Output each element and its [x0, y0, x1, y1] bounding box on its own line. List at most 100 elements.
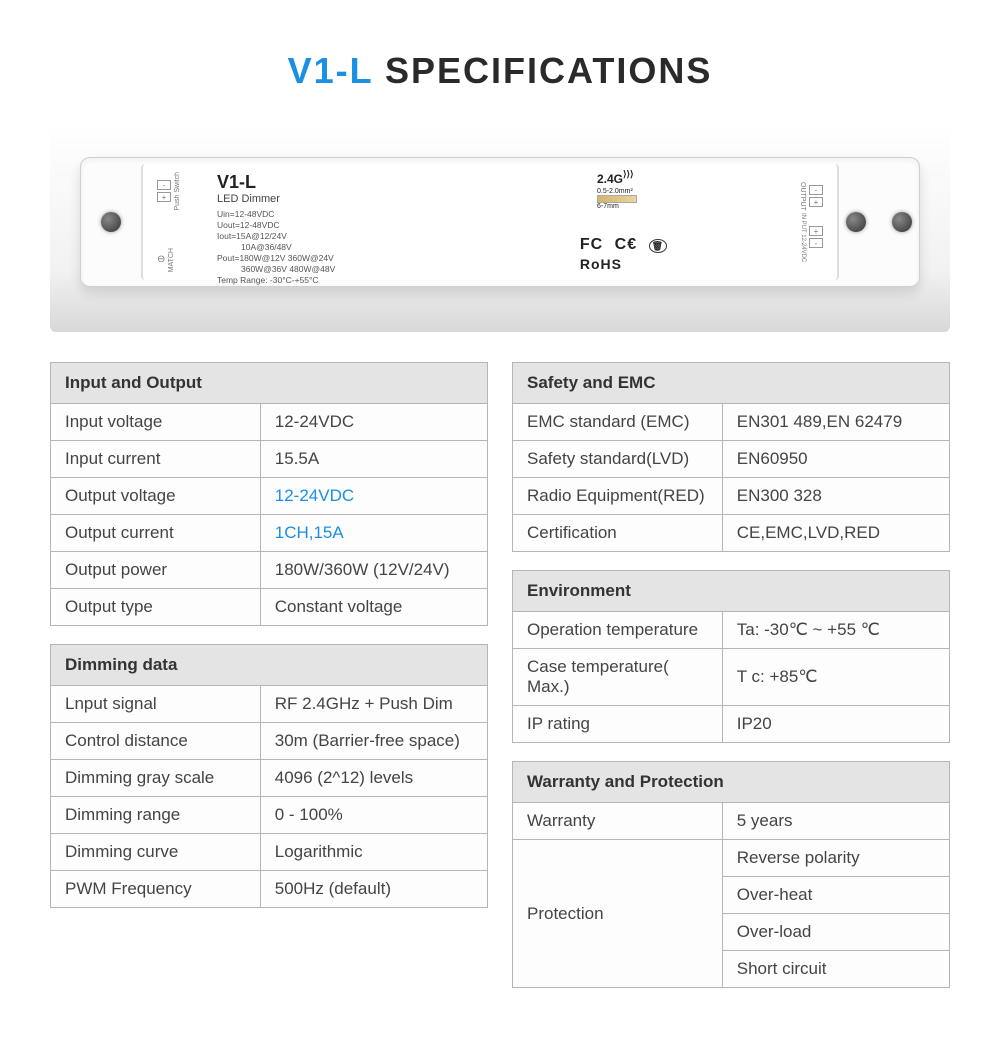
spec-key: Output current [51, 515, 261, 552]
page-title-wrap: V1-L SPECIFICATIONS [0, 0, 1000, 122]
table-row: Output voltage12-24VDC [51, 478, 488, 515]
table-row: CertificationCE,EMC,LVD,RED [513, 515, 950, 552]
match-label: MATCH [168, 248, 175, 272]
terminal-icon: + [809, 197, 823, 207]
table-row: Safety standard(LVD)EN60950 [513, 441, 950, 478]
output-label: OUTPUT [799, 182, 806, 211]
spec-value: 0 - 100% [260, 797, 487, 834]
section-header: Input and Output [51, 363, 488, 404]
table-row: Radio Equipment(RED)EN300 328 [513, 478, 950, 515]
spec-key: Case temperature( Max.) [513, 649, 723, 706]
spec-key: Operation temperature [513, 612, 723, 649]
wire-strip-len: 6-7mm [597, 203, 637, 210]
spec-value: 500Hz (default) [260, 871, 487, 908]
fcc-icon: FC [580, 236, 603, 253]
wire-strip-label: 0.5-2.0mm² [597, 188, 637, 195]
spec-value: 4096 (2^12) levels [260, 760, 487, 797]
table-row: Lnput signalRF 2.4GHz + Push Dim [51, 686, 488, 723]
table-row: Input current15.5A [51, 441, 488, 478]
table-row: ProtectionReverse polarity [513, 840, 950, 877]
spec-key: Warranty [513, 803, 723, 840]
spec-value: Short circuit [722, 951, 949, 988]
section-header: Environment [513, 571, 950, 612]
wireless-badge: 2.4G⟩⟩⟩ 0.5-2.0mm² 6-7mm [597, 172, 637, 210]
spec-key: Radio Equipment(RED) [513, 478, 723, 515]
spec-value: EN300 328 [722, 478, 949, 515]
push-label: Push [174, 195, 181, 211]
spec-section-table: Safety and EMCEMC standard (EMC)EN301 48… [512, 362, 950, 552]
spec-value: EN60950 [722, 441, 949, 478]
device-model: V1-L [217, 172, 733, 193]
spec-key: Protection [513, 840, 723, 988]
spec-value: 30m (Barrier-free space) [260, 723, 487, 760]
spec-section-table: Dimming dataLnput signalRF 2.4GHz + Push… [50, 644, 488, 908]
spec-key: Dimming curve [51, 834, 261, 871]
table-row: IP ratingIP20 [513, 706, 950, 743]
spec-key: EMC standard (EMC) [513, 404, 723, 441]
section-header: Safety and EMC [513, 363, 950, 404]
certification-row: FC C€ 🗑 RoHS [580, 236, 667, 272]
left-column: Input and OutputInput voltage12-24VDCInp… [50, 362, 488, 1006]
table-row: EMC standard (EMC)EN301 489,EN 62479 [513, 404, 950, 441]
spec-key: Certification [513, 515, 723, 552]
spec-key: Output power [51, 552, 261, 589]
table-row: Control distance30m (Barrier-free space) [51, 723, 488, 760]
spec-value: EN301 489,EN 62479 [722, 404, 949, 441]
spec-tables: Input and OutputInput voltage12-24VDCInp… [0, 362, 1000, 1046]
device-label-panel: - + Push Switch ⊖ MATCH V1-L LED Dimmer … [141, 164, 839, 280]
table-row: Warranty5 years [513, 803, 950, 840]
spec-value: Over-load [722, 914, 949, 951]
table-row: PWM Frequency500Hz (default) [51, 871, 488, 908]
device-spec-line: Uin=12-48VDC [217, 209, 733, 220]
spec-value: CE,EMC,LVD,RED [722, 515, 949, 552]
device-left-terminals: - + Push Switch ⊖ MATCH [157, 172, 217, 272]
table-row: Dimming gray scale4096 (2^12) levels [51, 760, 488, 797]
device-right-terminals: OUTPUT - + IN PUT 12-24VDC + - [733, 172, 823, 272]
spec-key: Control distance [51, 723, 261, 760]
device-spec-line: Temp Range: -30°C-+55°C [217, 275, 733, 286]
spec-key: Dimming gray scale [51, 760, 261, 797]
title-accent: V1-L [288, 50, 373, 91]
title-main: SPECIFICATIONS [373, 50, 712, 91]
table-row: Case temperature( Max.)T c: +85℃ [513, 649, 950, 706]
spec-key: Input voltage [51, 404, 261, 441]
section-header: Warranty and Protection [513, 762, 950, 803]
spec-key: Dimming range [51, 797, 261, 834]
screw-icon [101, 212, 121, 232]
spec-value: 180W/360W (12V/24V) [260, 552, 487, 589]
ce-icon: C€ [615, 236, 637, 253]
spec-value: Logarithmic [260, 834, 487, 871]
spec-value: Over-heat [722, 877, 949, 914]
spec-value: Constant voltage [260, 589, 487, 626]
spec-key: Input current [51, 441, 261, 478]
spec-value: 12-24VDC [260, 478, 487, 515]
screw-icon [846, 212, 866, 232]
product-photo-area: - + Push Switch ⊖ MATCH V1-L LED Dimmer … [50, 122, 950, 332]
input-label: IN PUT 12-24VDC [800, 213, 806, 262]
table-row: Dimming curveLogarithmic [51, 834, 488, 871]
table-row: Operation temperatureTa: -30℃ ~ +55 ℃ [513, 612, 950, 649]
spec-section-table: Warranty and ProtectionWarranty5 yearsPr… [512, 761, 950, 988]
terminal-icon: + [809, 226, 823, 236]
section-header: Dimming data [51, 645, 488, 686]
spec-key: Lnput signal [51, 686, 261, 723]
device-subtitle: LED Dimmer [217, 193, 733, 205]
spec-section-table: Input and OutputInput voltage12-24VDCInp… [50, 362, 488, 626]
screw-icon [892, 212, 912, 232]
spec-key: IP rating [513, 706, 723, 743]
device-right-cap [839, 158, 919, 286]
spec-key: PWM Frequency [51, 871, 261, 908]
spec-value: 1CH,15A [260, 515, 487, 552]
device-body: - + Push Switch ⊖ MATCH V1-L LED Dimmer … [80, 157, 920, 287]
spec-value: 15.5A [260, 441, 487, 478]
spec-value: 12-24VDC [260, 404, 487, 441]
page-title: V1-L SPECIFICATIONS [0, 50, 1000, 92]
spec-value: Ta: -30℃ ~ +55 ℃ [722, 612, 949, 649]
table-row: Output current1CH,15A [51, 515, 488, 552]
table-row: Input voltage12-24VDC [51, 404, 488, 441]
table-row: Output typeConstant voltage [51, 589, 488, 626]
spec-value: T c: +85℃ [722, 649, 949, 706]
spec-key: Output type [51, 589, 261, 626]
table-row: Dimming range0 - 100% [51, 797, 488, 834]
rohs-label: RoHS [580, 256, 667, 272]
